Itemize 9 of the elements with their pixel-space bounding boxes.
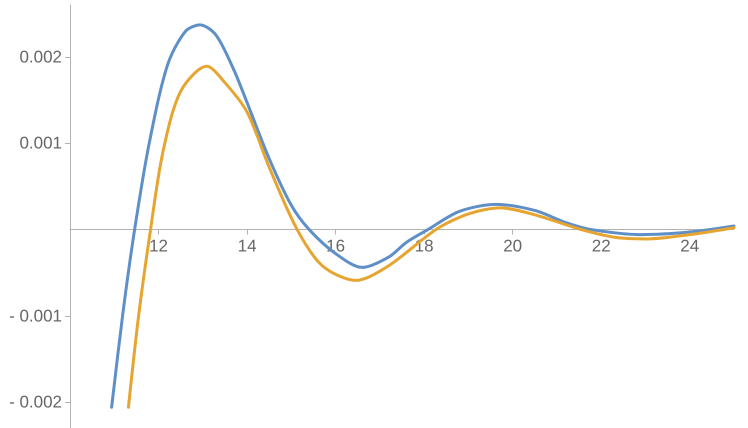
y-tick-label: - 0.002 xyxy=(9,392,62,412)
y-tick-label: 0.002 xyxy=(19,47,62,66)
x-tick-label: 14 xyxy=(238,236,257,256)
x-tick-label: 24 xyxy=(680,236,700,256)
x-tick-label: 22 xyxy=(592,236,611,256)
y-tick-label: - 0.001 xyxy=(9,306,62,326)
x-tick-label: 20 xyxy=(503,236,522,256)
x-tick-label: 12 xyxy=(149,236,168,256)
y-tick-label: 0.001 xyxy=(19,134,62,153)
